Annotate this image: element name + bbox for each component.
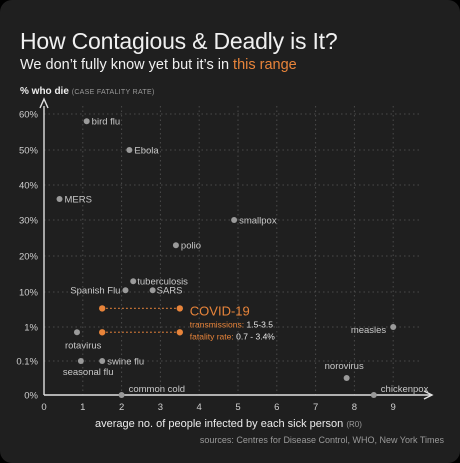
- y-axis-title: % who die (CASE FATALITY RATE): [20, 86, 155, 97]
- covid-fatality-label: fatality rate:: [190, 331, 236, 341]
- subtitle-text: We don’t fully know yet but it’s in: [20, 57, 234, 73]
- y-tick-label: 50%: [19, 146, 39, 157]
- covid-transmissions-label: transmissions:: [190, 319, 247, 329]
- x-axis-label: average no. of people infected by each s…: [95, 418, 344, 430]
- y-axis-note: (CASE FATALITY RATE): [71, 89, 155, 96]
- x-tick-label: 4: [197, 402, 202, 413]
- point-swine-flu: [99, 358, 106, 364]
- covid-fatality: fatality rate: 0.7 - 3.4%: [190, 331, 275, 341]
- x-tick-label: 3: [158, 402, 163, 413]
- x-tick-label: 8: [352, 402, 357, 413]
- point-label-polio: polio: [181, 241, 201, 252]
- covid-corner-point-3: [99, 329, 106, 336]
- covid-label: COVID-19: [190, 303, 250, 318]
- covid-corner-point-4: [176, 329, 183, 336]
- covid-corner-point-2: [176, 305, 183, 312]
- x-tick-label: 9: [391, 402, 396, 413]
- covid-fatality-value: 0.7 - 3.4%: [236, 331, 275, 341]
- point-tuberculosis: [130, 278, 137, 285]
- x-tick-label: 7: [313, 402, 318, 413]
- x-axis-note: (R0): [346, 420, 362, 429]
- point-chickenpox: [370, 392, 377, 398]
- subtitle-highlight: this range: [233, 57, 297, 73]
- y-tick-label: 0%: [24, 391, 38, 402]
- point-label-sars: SARS: [157, 286, 183, 297]
- point-smallpox: [231, 217, 238, 223]
- x-axis-title: average no. of people infected by each s…: [95, 418, 362, 430]
- y-tick-label: 1%: [24, 323, 38, 334]
- point-label-norovirus: norovirus: [325, 361, 364, 372]
- point-label-ebola: Ebola: [134, 146, 159, 157]
- y-tick-label: 10%: [19, 288, 39, 299]
- y-axis-label: % who die: [20, 86, 69, 97]
- point-measles: [390, 324, 397, 330]
- point-spanish-flu: [122, 287, 129, 294]
- x-axis-arrow: [423, 390, 434, 400]
- point-seasonal-flu: [77, 358, 84, 364]
- x-tick-label: 1: [80, 402, 85, 413]
- y-axis-arrow: [39, 97, 49, 109]
- point-norovirus: [343, 375, 350, 381]
- chart-subtitle: We don’t fully know yet but it’s in this…: [20, 57, 297, 73]
- point-label-chickenpox: chickenpox: [381, 384, 429, 395]
- point-label-swine-flu: swine flu: [107, 357, 144, 368]
- point-label-rotavirus: rotavirus: [65, 340, 102, 351]
- point-label-mers: MERS: [65, 195, 92, 206]
- point-label-tuberculosis: tuberculosis: [137, 277, 188, 288]
- x-tick-label: 6: [274, 402, 279, 413]
- point-common-cold: [118, 392, 125, 398]
- point-label-bird-flu: bird flu: [92, 117, 121, 128]
- point-polio: [172, 242, 179, 249]
- y-tick-label: 30%: [19, 216, 39, 227]
- covid-transmissions-value: 1.5-3.5: [246, 319, 273, 329]
- point-sars: [149, 287, 156, 294]
- x-tick-label: 2: [119, 402, 124, 413]
- point-label-seasonal-flu: seasonal flu: [63, 367, 114, 378]
- x-tick-label: 0: [41, 402, 46, 413]
- y-tick-label: 40%: [19, 181, 39, 192]
- point-bird-flu: [83, 118, 90, 125]
- y-tick-label: 0.1%: [16, 357, 38, 368]
- x-tick-label: 5: [235, 402, 240, 413]
- sources-note: sources: Centres for Disease Control, WH…: [199, 435, 444, 445]
- point-label-common-cold: common cold: [129, 384, 186, 395]
- point-rotavirus: [73, 329, 80, 336]
- covid-transmissions: transmissions: 1.5-3.5: [190, 319, 273, 329]
- point-label-smallpox: smallpox: [239, 216, 277, 227]
- point-label-spanish-flu: Spanish Flu: [70, 286, 120, 297]
- covid-corner-point-1: [99, 305, 106, 312]
- point-mers: [56, 196, 63, 202]
- point-ebola: [126, 147, 133, 153]
- chart-title: How Contagious & Deadly is It?: [20, 28, 338, 54]
- y-tick-label: 60%: [19, 110, 39, 121]
- point-label-measles: measles: [351, 325, 387, 336]
- y-tick-label: 20%: [19, 252, 39, 263]
